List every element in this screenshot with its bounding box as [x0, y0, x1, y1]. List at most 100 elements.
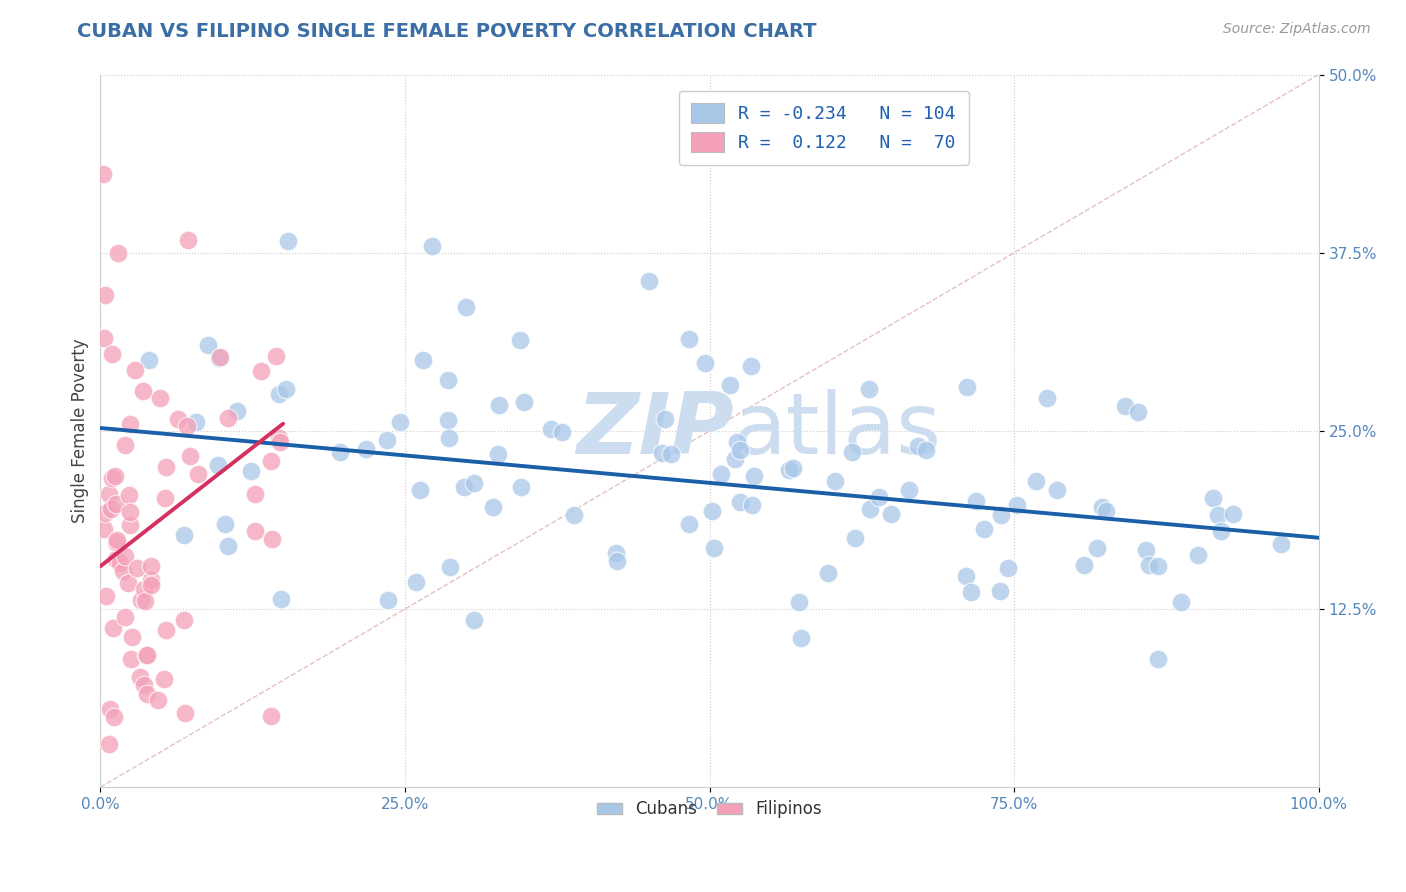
Point	[651, 446, 673, 460]
Point	[138, 352, 160, 367]
Point	[741, 499, 763, 513]
Point	[155, 623, 177, 637]
Point	[1085, 541, 1108, 556]
Point	[844, 531, 866, 545]
Point	[859, 501, 882, 516]
Point	[1209, 524, 1232, 539]
Point	[177, 233, 200, 247]
Point	[817, 566, 839, 581]
Point	[139, 559, 162, 574]
Point	[243, 486, 266, 500]
Point	[94, 288, 117, 302]
Point	[155, 460, 177, 475]
Point	[94, 589, 117, 603]
Point	[214, 517, 236, 532]
Point	[100, 346, 122, 360]
Point	[117, 487, 139, 501]
Point	[437, 373, 460, 387]
Point	[132, 582, 155, 596]
Point	[269, 435, 291, 450]
Point	[1128, 405, 1150, 419]
Point	[1135, 543, 1157, 558]
Point	[94, 506, 117, 520]
Point	[956, 379, 979, 393]
Point	[136, 687, 159, 701]
Point	[105, 535, 128, 549]
Point	[605, 546, 627, 560]
Point	[551, 425, 574, 440]
Point	[264, 349, 287, 363]
Point	[606, 554, 628, 568]
Point	[114, 438, 136, 452]
Point	[728, 495, 751, 509]
Point	[409, 483, 432, 498]
Point	[93, 522, 115, 536]
Point	[659, 447, 682, 461]
Point	[120, 417, 142, 431]
Point	[125, 561, 148, 575]
Point	[103, 709, 125, 723]
Point	[790, 632, 813, 646]
Point	[1202, 491, 1225, 505]
Text: CUBAN VS FILIPINO SINGLE FEMALE POVERTY CORRELATION CHART: CUBAN VS FILIPINO SINGLE FEMALE POVERTY …	[77, 22, 817, 41]
Point	[488, 398, 510, 412]
Point	[118, 518, 141, 533]
Point	[420, 238, 443, 252]
Point	[1270, 537, 1292, 551]
Point	[1025, 474, 1047, 488]
Point	[509, 333, 531, 347]
Point	[148, 693, 170, 707]
Point	[135, 648, 157, 662]
Point	[1208, 508, 1230, 522]
Point	[124, 363, 146, 377]
Point	[131, 384, 153, 399]
Point	[155, 491, 177, 506]
Point	[562, 508, 585, 522]
Point	[787, 594, 810, 608]
Point	[1170, 595, 1192, 609]
Point	[173, 613, 195, 627]
Point	[197, 338, 219, 352]
Point	[134, 594, 156, 608]
Point	[207, 458, 229, 472]
Point	[267, 386, 290, 401]
Point	[412, 352, 434, 367]
Point	[678, 333, 700, 347]
Point	[513, 395, 536, 409]
Legend: Cubans, Filipinos: Cubans, Filipinos	[591, 794, 828, 825]
Point	[267, 430, 290, 444]
Point	[91, 167, 114, 181]
Point	[377, 593, 399, 607]
Point	[187, 467, 209, 481]
Point	[637, 274, 659, 288]
Y-axis label: Single Female Poverty: Single Female Poverty	[72, 339, 89, 523]
Point	[880, 508, 903, 522]
Text: ZIP: ZIP	[576, 389, 734, 473]
Point	[965, 493, 987, 508]
Point	[129, 592, 152, 607]
Point	[709, 467, 731, 481]
Point	[104, 469, 127, 483]
Point	[724, 452, 747, 467]
Point	[208, 351, 231, 365]
Point	[868, 490, 890, 504]
Point	[121, 630, 143, 644]
Point	[695, 356, 717, 370]
Point	[141, 578, 163, 592]
Point	[104, 552, 127, 566]
Point	[375, 433, 398, 447]
Point	[97, 487, 120, 501]
Point	[453, 480, 475, 494]
Point	[955, 569, 977, 583]
Point	[960, 585, 983, 599]
Point	[114, 549, 136, 563]
Point	[841, 445, 863, 459]
Point	[388, 415, 411, 429]
Point	[93, 331, 115, 345]
Point	[1146, 652, 1168, 666]
Point	[111, 564, 134, 578]
Point	[262, 533, 284, 547]
Point	[104, 497, 127, 511]
Point	[100, 502, 122, 516]
Point	[174, 706, 197, 720]
